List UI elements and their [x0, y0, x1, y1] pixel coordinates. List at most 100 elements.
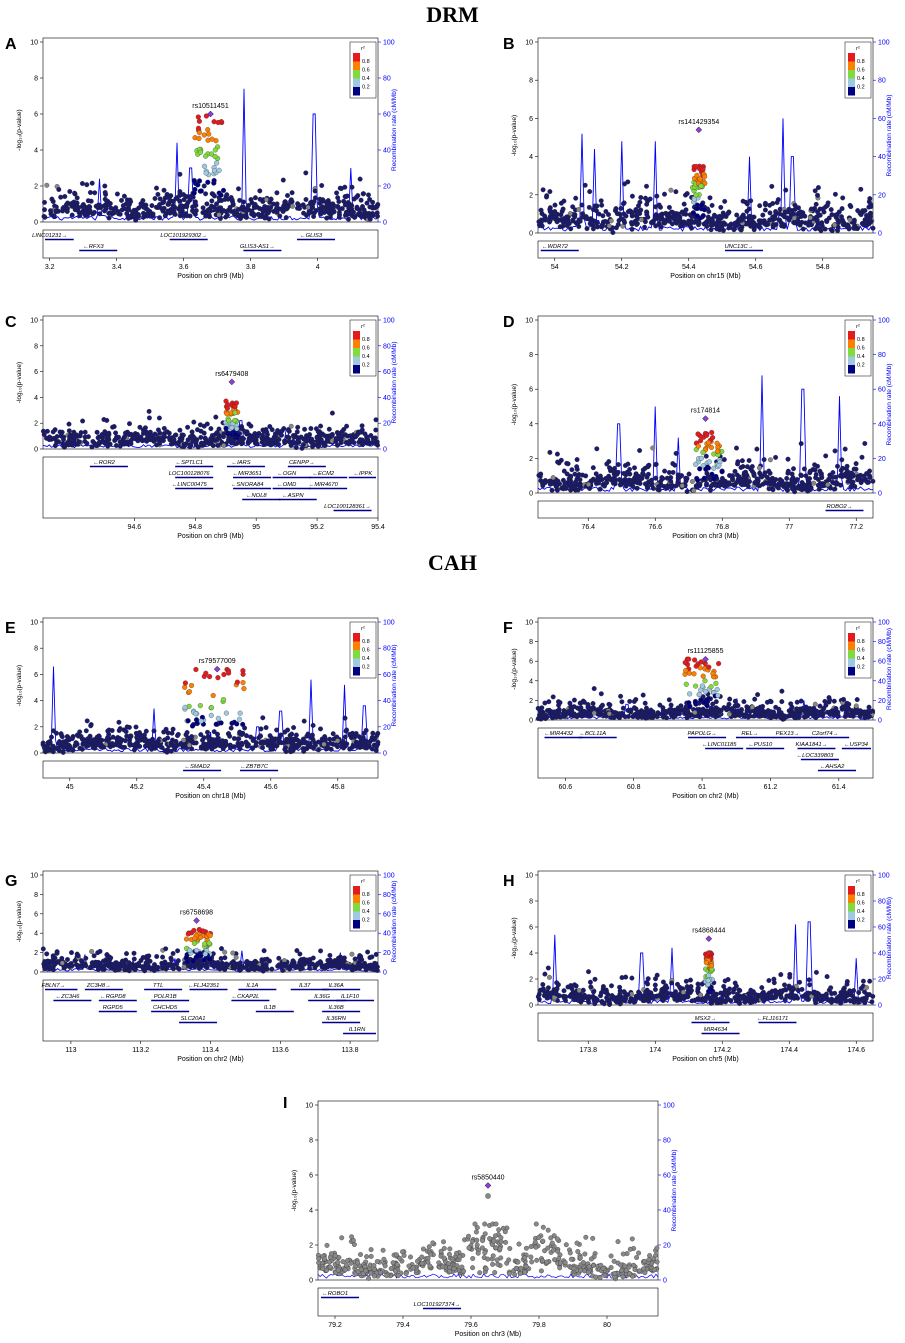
snp-point — [586, 204, 592, 210]
snp-point — [772, 215, 778, 221]
snp-point — [538, 207, 544, 213]
snp-point — [773, 222, 779, 227]
snp-point — [339, 206, 345, 212]
snp-point — [538, 217, 544, 223]
y-tick-label: 0 — [34, 220, 38, 227]
snp-point — [95, 205, 101, 211]
y2-tick-label: 20 — [383, 421, 391, 428]
ld-snp-point — [693, 663, 699, 669]
y-tick-label: 6 — [34, 369, 38, 376]
snp-point — [131, 747, 137, 753]
snp-point — [567, 211, 573, 217]
snp-points — [535, 656, 876, 722]
snp-point — [547, 449, 553, 455]
snp-point — [349, 206, 355, 212]
snp-point — [77, 213, 83, 219]
lead-snp-marker — [207, 110, 214, 118]
snp-point — [300, 442, 306, 448]
snp-point — [290, 439, 296, 445]
snp-point — [162, 434, 168, 440]
snp-point — [812, 467, 818, 473]
snp-point — [547, 217, 553, 223]
snp-point — [666, 211, 671, 217]
x-tick-label: 77.2 — [849, 524, 863, 531]
snp-point — [767, 457, 773, 463]
snp-point — [161, 187, 167, 193]
ld-snp-point — [240, 680, 246, 686]
snp-point — [760, 703, 766, 709]
ld-snp-point — [714, 686, 720, 693]
snp-point — [683, 475, 689, 481]
snp-point — [42, 966, 48, 972]
y2-tick-label: 80 — [383, 646, 391, 653]
ld-snp-point — [192, 186, 198, 192]
snp-point — [259, 957, 265, 963]
snp-point — [177, 193, 183, 198]
snp-point — [170, 965, 176, 970]
ld-snp-point — [703, 689, 709, 695]
snp-point — [627, 698, 633, 704]
x-tick-label: 45.6 — [264, 784, 278, 791]
ld-snp-point — [193, 711, 199, 717]
snp-point — [808, 707, 814, 713]
snp-point — [354, 204, 360, 210]
legend-swatch — [848, 70, 855, 79]
ld-snp-point — [702, 699, 708, 705]
snp-point — [342, 194, 348, 200]
snp-point — [550, 475, 556, 481]
snp-point — [121, 434, 127, 440]
ld-snp-point — [209, 136, 215, 142]
y2-tick-label: 40 — [878, 678, 886, 685]
snp-point — [135, 438, 141, 444]
y-tick-label: 6 — [529, 925, 533, 932]
snp-point — [568, 474, 574, 480]
snp-point — [666, 697, 672, 703]
snp-point — [859, 454, 865, 460]
y2-tick-label: 100 — [383, 873, 395, 880]
legend-swatch — [353, 70, 360, 79]
snp-point — [717, 213, 723, 219]
snp-point — [840, 195, 846, 201]
snp-point — [96, 742, 102, 748]
gene-label: ←WDR72 — [542, 244, 569, 250]
snp-point — [269, 966, 275, 972]
snp-point — [538, 716, 544, 722]
snp-point — [833, 474, 839, 480]
snp-point — [721, 457, 727, 463]
y2-tick-label: 100 — [383, 40, 395, 47]
snp-point — [785, 468, 791, 474]
snp-point — [807, 215, 813, 221]
snp-point — [121, 193, 127, 199]
snp-point — [169, 957, 174, 963]
snp-point — [50, 953, 56, 959]
snp-point — [811, 480, 817, 486]
snp-point — [145, 207, 150, 213]
snp-point — [813, 715, 819, 720]
snp-point — [152, 962, 157, 968]
snp-point — [606, 476, 612, 482]
snp-point — [653, 461, 659, 467]
snp-point — [636, 203, 641, 209]
x-tick-label: 113.4 — [202, 1047, 219, 1054]
snp-point — [156, 441, 162, 446]
snp-point — [537, 708, 543, 714]
snp-point — [826, 477, 832, 483]
snp-point — [815, 463, 820, 469]
snp-point — [860, 978, 866, 984]
snp-point — [91, 737, 97, 743]
gene-label: IL36B — [329, 1005, 344, 1011]
snp-point — [564, 471, 570, 477]
snp-point — [667, 218, 673, 224]
y-tick-label: 10 — [30, 873, 38, 880]
ld-snp-point — [215, 715, 221, 721]
snp-point — [739, 217, 745, 223]
snp-point — [824, 219, 830, 225]
ld-snp-point — [221, 671, 227, 678]
y-tick-label: 10 — [525, 620, 533, 627]
snp-point — [257, 966, 262, 972]
snp-point — [370, 199, 376, 205]
snp-point — [316, 739, 321, 745]
snp-point — [650, 445, 656, 451]
snp-point — [328, 209, 334, 215]
snp-point — [766, 486, 772, 492]
